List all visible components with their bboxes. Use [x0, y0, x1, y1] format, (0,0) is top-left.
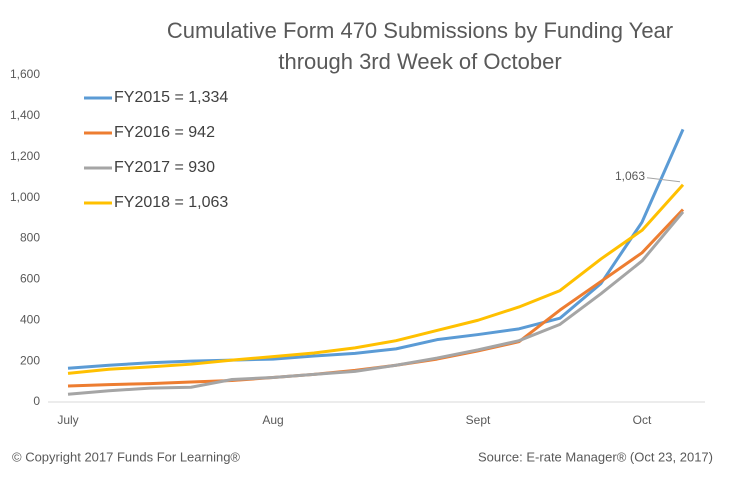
y-tick-label: 1,200 — [10, 149, 40, 163]
series-line — [67, 183, 685, 375]
data-label: 1,063 — [615, 169, 645, 183]
legend-label: FY2017 = 930 — [114, 159, 215, 176]
y-tick-label: 600 — [20, 272, 40, 286]
x-tick-label: July — [57, 413, 78, 427]
footer: Source: E-rate Manager® (Oct 23, 2017) — [478, 449, 713, 464]
chart-title: Cumulative Form 470 Submissions by Fundi… — [167, 18, 673, 43]
footer: © Copyright 2017 Funds For Learning® — [12, 449, 240, 464]
y-tick-label: 400 — [20, 312, 40, 326]
series-line — [67, 210, 685, 396]
y-tick-label: 1,600 — [10, 67, 40, 81]
legend-label: FY2018 = 1,063 — [114, 194, 228, 211]
y-tick-label: 1,400 — [10, 108, 40, 122]
chart-title: through 3rd Week of October — [278, 49, 561, 74]
y-tick-label: 200 — [20, 353, 40, 367]
legend-label: FY2016 = 942 — [114, 124, 215, 141]
leader-line — [646, 177, 681, 183]
x-tick-label: Aug — [262, 413, 283, 427]
y-tick-label: 0 — [33, 394, 40, 408]
series-line — [67, 128, 685, 370]
legend-label: FY2015 = 1,334 — [114, 89, 228, 106]
series-line — [67, 208, 685, 388]
x-tick-label: Sept — [466, 413, 491, 427]
y-tick-label: 1,000 — [10, 190, 40, 204]
y-tick-label: 800 — [20, 231, 40, 245]
x-tick-label: Oct — [633, 413, 652, 427]
